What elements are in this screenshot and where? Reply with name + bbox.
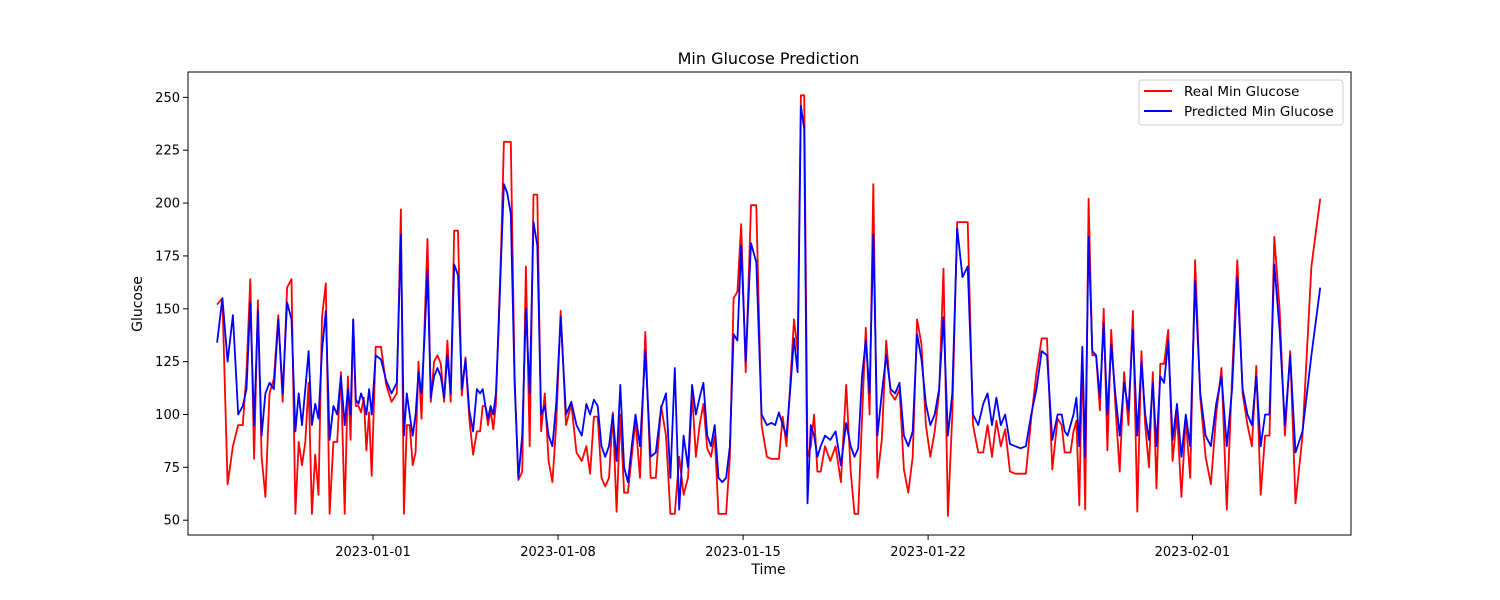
- y-tick-label: 150: [155, 302, 180, 317]
- x-axis-ticks: 2023-01-01 2023-01-08 2023-01-15 2023-01-22…: [335, 535, 1230, 560]
- x-tick-label: 2023-01-22: [890, 545, 966, 560]
- x-tick-label: 2023-01-15: [705, 545, 781, 560]
- y-axis-label: Glucose: [130, 276, 146, 332]
- x-tick-label: 2023-01-01: [335, 545, 411, 560]
- series-layer: [216, 94, 1322, 517]
- y-tick-label: 175: [155, 249, 180, 264]
- chart-title: Min Glucose Prediction: [678, 49, 860, 68]
- series-line-real-min-glucose: [216, 94, 1322, 517]
- y-tick-label: 100: [155, 408, 180, 423]
- x-axis-label: Time: [750, 562, 785, 578]
- y-tick-label: 225: [155, 144, 180, 159]
- y-tick-label: 250: [155, 91, 180, 106]
- legend-label-predicted: Predicted Min Glucose: [1184, 104, 1334, 120]
- x-tick-label: 2023-02-01: [1155, 545, 1231, 560]
- y-tick-label: 75: [163, 461, 180, 476]
- x-tick-label: 2023-01-08: [520, 545, 596, 560]
- series-line-predicted-min-glucose: [216, 104, 1322, 511]
- legend-box: [1138, 79, 1344, 126]
- y-axis-ticks: 50 75 100 125 150 175 200 225 250: [155, 91, 188, 529]
- y-tick-label: 50: [163, 514, 180, 529]
- plot-area-frame: [187, 71, 1352, 536]
- legend-label-real: Real Min Glucose: [1184, 84, 1299, 100]
- y-tick-label: 200: [155, 197, 180, 212]
- y-tick-label: 125: [155, 355, 180, 370]
- legend: Real Min Glucose Predicted Min Glucose: [1138, 79, 1344, 126]
